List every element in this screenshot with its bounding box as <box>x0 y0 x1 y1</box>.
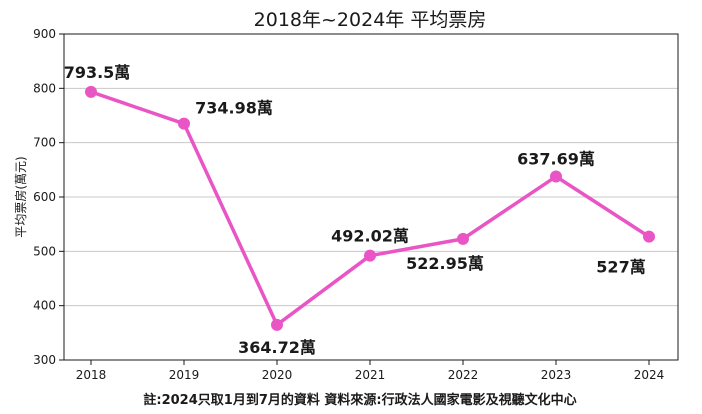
data-point <box>550 170 562 183</box>
x-tick-label: 2022 <box>448 368 479 382</box>
data-label: 793.5萬 <box>64 63 131 82</box>
data-point <box>457 232 469 245</box>
y-tick-label: 500 <box>33 244 56 258</box>
data-point <box>364 249 376 262</box>
data-label: 637.69萬 <box>517 150 595 169</box>
data-point <box>178 117 190 130</box>
data-labels: 793.5萬 734.98萬 364.72萬 492.02萬 522.95萬 637.69… <box>64 63 646 357</box>
y-tick-label: 800 <box>33 81 56 95</box>
data-label: 734.98萬 <box>195 99 273 118</box>
x-tick-label: 2020 <box>262 368 293 382</box>
y-axis: 300 400 500 600 700 800 900 <box>33 27 64 367</box>
chart-title: 2018年~2024年 平均票房 <box>254 9 487 31</box>
data-point <box>85 85 97 98</box>
x-tick-label: 2021 <box>355 368 386 382</box>
data-point <box>271 318 283 331</box>
series-line <box>90 90 650 327</box>
data-label: 527萬 <box>596 258 645 277</box>
y-tick-label: 600 <box>33 190 56 204</box>
x-tick-label: 2024 <box>634 368 665 382</box>
data-label: 522.95萬 <box>406 254 484 273</box>
y-tick-label: 700 <box>33 136 56 150</box>
y-tick-label: 300 <box>33 353 56 367</box>
data-label: 492.02萬 <box>331 227 409 246</box>
x-tick-label: 2018 <box>76 368 107 382</box>
x-tick-label: 2019 <box>169 368 200 382</box>
data-point <box>643 230 655 243</box>
y-tick-label: 400 <box>33 299 56 313</box>
y-tick-label: 900 <box>33 27 56 41</box>
x-tick-label: 2023 <box>541 368 572 382</box>
data-label: 364.72萬 <box>238 338 316 357</box>
footnote: 註:2024只取1月到7月的資料 資料來源:行政法人國家電影及視聽文化中心 <box>143 392 576 408</box>
y-axis-label: 平均票房(萬元) <box>13 156 28 237</box>
grid-lines <box>64 87 678 307</box>
x-axis: 2018 2019 2020 2021 2022 2023 2024 <box>76 360 665 382</box>
series-layer <box>85 85 655 331</box>
